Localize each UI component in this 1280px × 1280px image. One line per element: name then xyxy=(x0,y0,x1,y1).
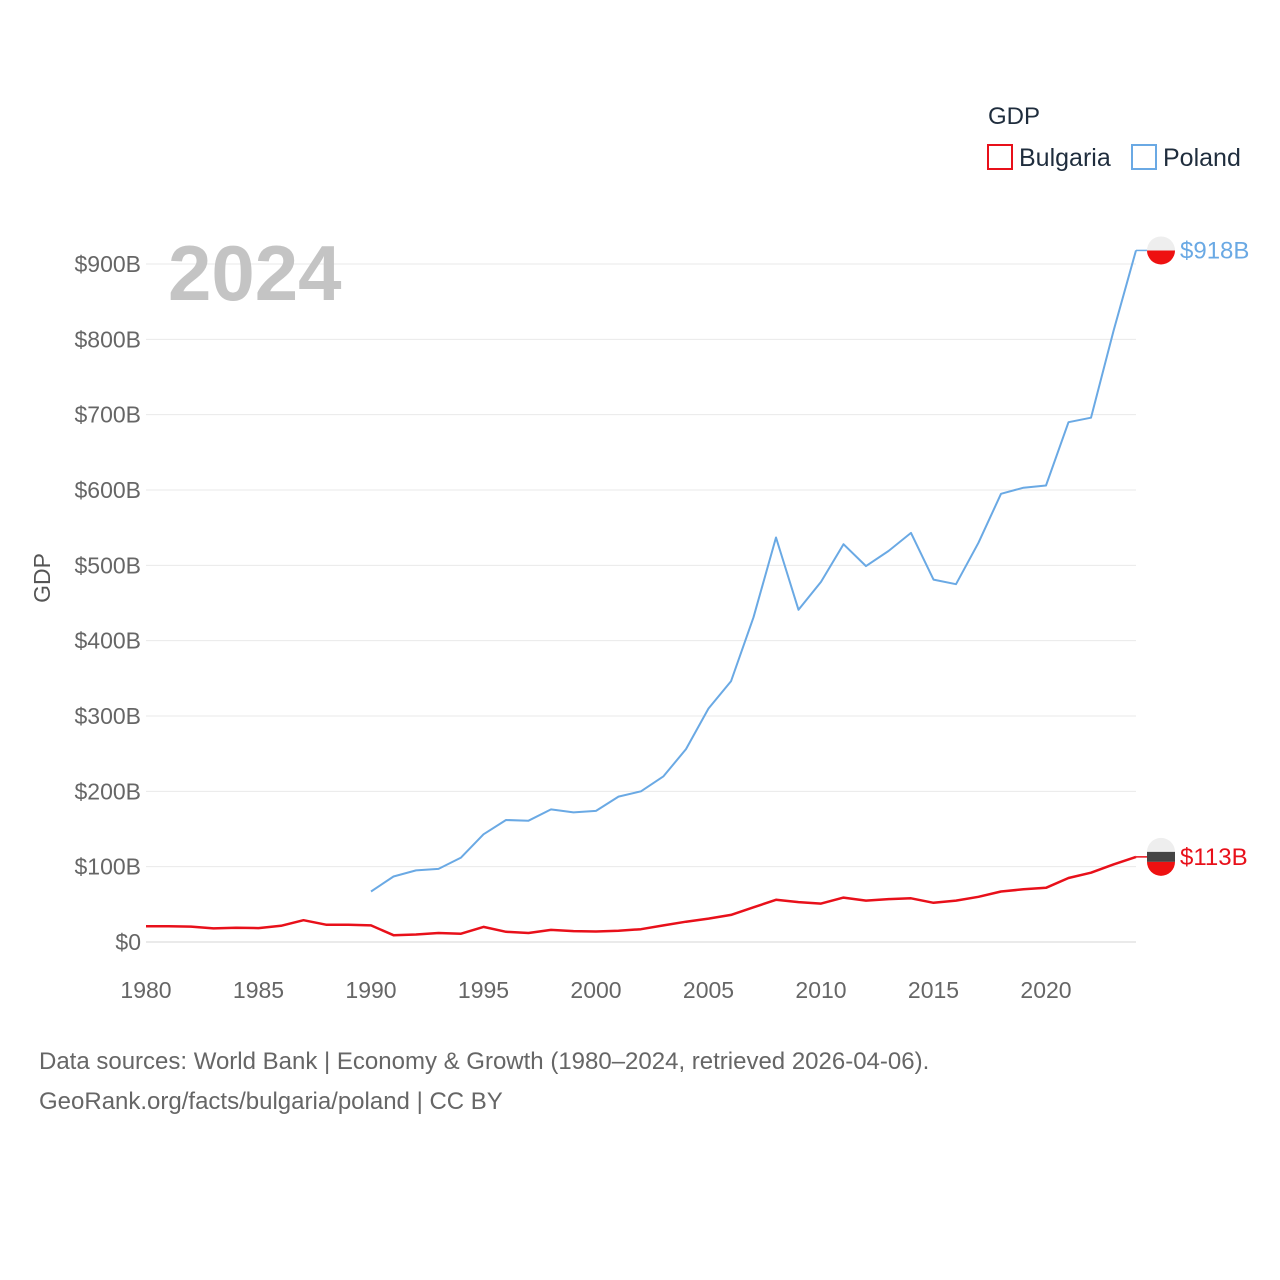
y-tick-label: $100B xyxy=(74,854,141,880)
flag-band xyxy=(1147,861,1175,876)
series-end-markers: $113B $918B xyxy=(1136,236,1249,876)
flag-band xyxy=(1147,250,1175,265)
x-tick-label: 1980 xyxy=(120,977,171,1003)
footer: Data sources: World Bank | Economy & Gro… xyxy=(39,1042,929,1122)
y-tick-label: $0 xyxy=(115,929,141,955)
y-tick-label: $400B xyxy=(74,628,141,654)
end-value-label-poland: $918B xyxy=(1180,237,1249,264)
y-tick-label: $600B xyxy=(74,477,141,503)
flag-icon-bulgaria xyxy=(1147,837,1175,876)
y-tick-label: $500B xyxy=(74,552,141,578)
x-tick-label: 2015 xyxy=(908,977,959,1003)
x-tick-label: 2010 xyxy=(795,977,846,1003)
y-axis-label: GDP xyxy=(29,553,55,603)
legend-label-bulgaria[interactable]: Bulgaria xyxy=(1019,144,1111,172)
gdp-chart: $0 $100B $200B $300B $400B $500B $600B $700B $80… xyxy=(29,103,1249,1003)
legend-title: GDP xyxy=(988,103,1040,130)
x-tick-label: 1985 xyxy=(233,977,284,1003)
legend-label-poland[interactable]: Poland xyxy=(1163,144,1241,172)
x-tick-label: 2020 xyxy=(1020,977,1071,1003)
y-tick-label: $200B xyxy=(74,778,141,804)
series-line-bulgaria xyxy=(146,855,1137,937)
flag-band xyxy=(1147,236,1175,251)
series-lines xyxy=(146,250,1137,937)
legend: GDP Bulgaria Poland xyxy=(987,103,1241,172)
flag-band xyxy=(1147,851,1175,862)
legend-swatch-poland[interactable] xyxy=(1131,144,1157,170)
x-tick-label: 1995 xyxy=(458,977,509,1003)
footer-link[interactable]: GeoRank.org/facts/bulgaria/poland | CC B… xyxy=(39,1088,503,1115)
y-tick-label: $300B xyxy=(74,703,141,729)
end-value-label-bulgaria: $113B xyxy=(1180,844,1248,871)
series-line-poland xyxy=(370,250,1137,893)
y-axis-ticks: $0 $100B $200B $300B $400B $500B $600B $700B $80… xyxy=(74,251,141,955)
y-tick-label: $700B xyxy=(74,402,141,428)
y-tick-label: $900B xyxy=(74,251,141,277)
x-axis-ticks: 1980 1985 1990 1995 2000 2005 2010 2015 2020 xyxy=(120,977,1071,1003)
x-tick-label: 2000 xyxy=(570,977,621,1003)
flag-icon-poland xyxy=(1147,236,1175,265)
current-year-label: 2024 xyxy=(168,229,342,317)
flag-band xyxy=(1147,837,1175,852)
x-tick-label: 1990 xyxy=(345,977,396,1003)
gridlines xyxy=(146,263,1136,943)
y-tick-label: $800B xyxy=(74,326,141,352)
footer-sources: Data sources: World Bank | Economy & Gro… xyxy=(39,1048,930,1075)
legend-swatch-bulgaria[interactable] xyxy=(987,144,1013,170)
x-tick-label: 2005 xyxy=(683,977,734,1003)
